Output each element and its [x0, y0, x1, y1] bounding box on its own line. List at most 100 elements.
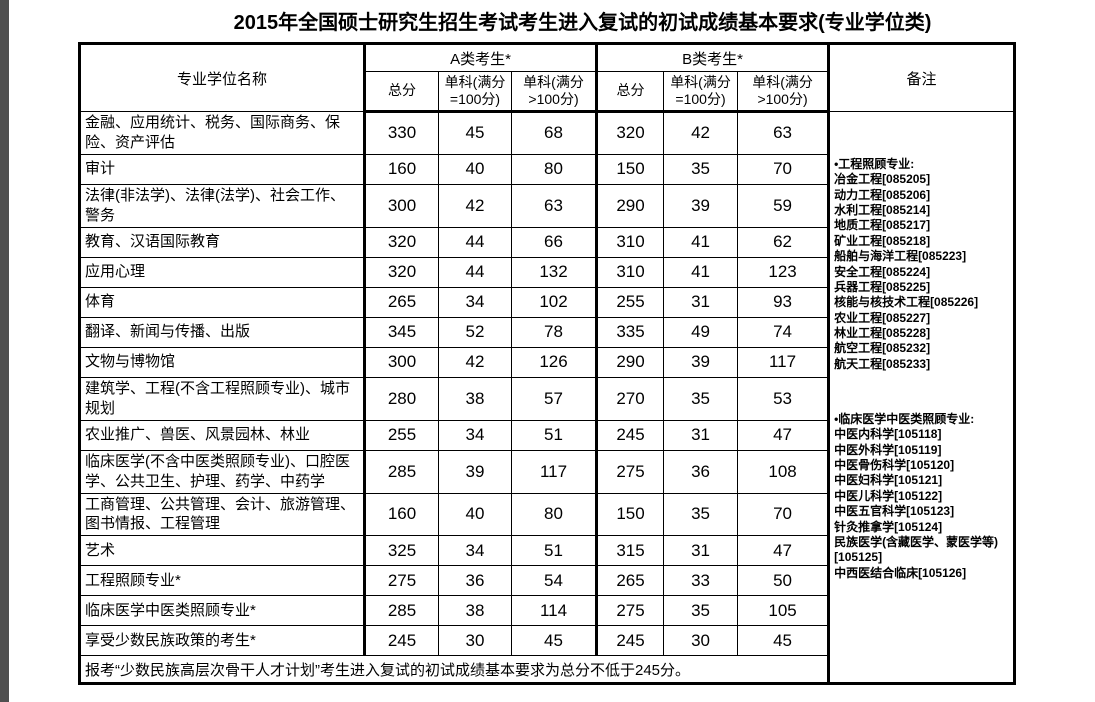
- cell-b-single-gt100: 59: [737, 183, 830, 228]
- cell-b-single-eq100: 31: [663, 419, 739, 451]
- cell-a-total: 285: [363, 449, 439, 494]
- cell-a-single-gt100: 57: [510, 376, 598, 421]
- cell-b-total: 150: [595, 492, 665, 537]
- row-name: 翻译、新闻与传播、出版: [79, 316, 365, 348]
- table-row: 建筑学、工程(不含工程照顾专业)、城市规划 280 38 57 270 35 5…: [79, 376, 1015, 421]
- remark-item: 中医骨伤科学[105120]: [834, 458, 955, 473]
- cell-b-single-gt100: 74: [737, 316, 830, 348]
- cell-b-single-eq100: 33: [663, 565, 739, 597]
- cell-b-single-gt100: 93: [737, 286, 830, 318]
- cell-a-single-gt100: 132: [510, 256, 598, 288]
- table-row: 教育、汉语国际教育 320 44 66 310 41 62: [79, 226, 1015, 258]
- cell-a-single-gt100: 80: [510, 153, 598, 185]
- cell-b-single-gt100: 62: [737, 226, 830, 258]
- cell-a-single-gt100: 51: [510, 419, 598, 451]
- cell-a-single-eq100: 34: [438, 419, 512, 451]
- cell-b-single-gt100: 63: [737, 111, 830, 155]
- row-name: 工商管理、公共管理、会计、旅游管理、图书情报、工程管理: [79, 492, 365, 537]
- header-b-single-eq100: 单科(满分=100分): [663, 71, 739, 113]
- remark-item: 冶金工程[085205]: [834, 172, 931, 187]
- cell-a-total: 325: [363, 535, 439, 567]
- table-row: 工程照顾专业* 275 36 54 265 33 50: [79, 565, 1015, 597]
- cell-a-total: 160: [363, 492, 439, 537]
- cell-a-single-eq100: 42: [438, 346, 512, 378]
- cell-b-total: 320: [595, 111, 665, 155]
- cell-b-total: 270: [595, 376, 665, 421]
- cell-a-single-eq100: 42: [438, 183, 512, 228]
- cell-b-single-gt100: 70: [737, 492, 830, 537]
- remark-item: 针灸推拿学[105124]: [834, 519, 943, 534]
- cell-a-single-gt100: 114: [510, 595, 598, 627]
- cell-b-single-eq100: 36: [663, 449, 739, 494]
- cell-b-total: 275: [595, 595, 665, 627]
- remark-item: 地质工程[085217]: [834, 218, 931, 233]
- remark-item: 农业工程[085227]: [834, 310, 931, 325]
- remark-item: 中医妇科学[105121]: [834, 473, 943, 488]
- cell-a-total: 330: [363, 111, 439, 155]
- cell-a-single-eq100: 52: [438, 316, 512, 348]
- cell-b-total: 275: [595, 449, 665, 494]
- row-name: 教育、汉语国际教育: [79, 226, 365, 258]
- cell-a-single-gt100: 126: [510, 346, 598, 378]
- row-name: 金融、应用统计、税务、国际商务、保险、资产评估: [79, 111, 365, 155]
- cell-a-single-gt100: 66: [510, 226, 598, 258]
- header-group-b: B类考生*: [595, 43, 830, 72]
- remark-item: 民族医学(含藏医学、蒙医学等)[105125]: [834, 534, 999, 565]
- remark-block-tcm: •临床医学中医类照顾专业: 中医内科学[105118] 中医外科学[105119]…: [834, 412, 1009, 581]
- cell-b-single-gt100: 45: [737, 625, 830, 657]
- remark-item: 船舶与海洋工程[085223]: [834, 249, 967, 264]
- table-row: 文物与博物馆 300 42 126 290 39 117: [79, 346, 1015, 378]
- table-row: 农业推广、兽医、风景园林、林业 255 34 51 245 31 47: [79, 419, 1015, 451]
- remark-item: 水利工程[085214]: [834, 203, 931, 218]
- cell-a-single-eq100: 40: [438, 153, 512, 185]
- cell-b-single-gt100: 108: [737, 449, 830, 494]
- header-remarks: 备注: [827, 43, 1016, 112]
- remark-item: 航空工程[085232]: [834, 341, 931, 356]
- remark-block-engineering: •工程照顾专业: 冶金工程[085205] 动力工程[085206] 水利工程[08…: [834, 157, 1009, 372]
- cell-b-total: 310: [595, 256, 665, 288]
- cell-b-single-gt100: 47: [737, 419, 830, 451]
- remark-item: 动力工程[085206]: [834, 187, 931, 202]
- header-group-a: A类考生*: [362, 43, 598, 72]
- cell-a-single-gt100: 117: [510, 449, 598, 494]
- cell-b-single-eq100: 31: [663, 535, 739, 567]
- footer-note-row: 报考“少数民族高层次骨干人才计划”考生进入复试的初试成绩基本要求为总分不低于24…: [78, 655, 1015, 685]
- cell-a-single-gt100: 80: [510, 492, 598, 537]
- remark-item: 中医儿科学[105122]: [834, 488, 943, 503]
- cell-a-single-gt100: 102: [510, 286, 598, 318]
- table-row: 审计 160 40 80 150 35 70: [79, 153, 1015, 185]
- row-name: 建筑学、工程(不含工程照顾专业)、城市规划: [79, 376, 365, 421]
- cell-a-total: 285: [363, 595, 439, 627]
- cell-a-single-eq100: 34: [438, 535, 512, 567]
- cell-a-total: 265: [363, 286, 439, 318]
- table-row: 金融、应用统计、税务、国际商务、保险、资产评估 330 45 68 320 42…: [79, 110, 1016, 685]
- score-requirements-table: 专业学位名称 A类考生* B类考生* 备注 总分 单科(满分=100分) 单科(…: [78, 42, 1017, 686]
- cell-b-single-eq100: 39: [663, 183, 739, 228]
- cell-a-single-eq100: 38: [438, 376, 512, 421]
- remark-item: 中医外科学[105119]: [834, 442, 942, 457]
- remark-item: 中医内科学[105118]: [834, 427, 942, 442]
- cell-b-single-gt100: 70: [737, 153, 830, 185]
- table-row: 应用心理 320 44 132 310 41 123: [79, 256, 1015, 288]
- cell-a-single-gt100: 54: [510, 565, 598, 597]
- remark-block-title: •临床医学中医类照顾专业:: [834, 412, 975, 427]
- header-a-single-gt100: 单科(满分>100分): [510, 71, 598, 113]
- remark-item: 核能与核技术工程[085226]: [834, 295, 979, 310]
- cell-b-total: 315: [595, 535, 665, 567]
- cell-a-single-eq100: 34: [438, 286, 512, 318]
- cell-a-total: 245: [363, 625, 439, 657]
- cell-a-single-eq100: 45: [438, 111, 512, 155]
- cell-b-single-gt100: 123: [737, 256, 830, 288]
- left-margin-strip: [0, 0, 9, 702]
- header-b-total: 总分: [595, 71, 665, 113]
- remark-item: 航天工程[085233]: [834, 356, 931, 371]
- cell-b-single-eq100: 35: [663, 376, 739, 421]
- cell-b-single-gt100: 53: [737, 376, 830, 421]
- remark-item: 林业工程[085228]: [834, 325, 931, 340]
- cell-b-total: 335: [595, 316, 665, 348]
- header-a-total: 总分: [363, 71, 439, 113]
- cell-a-total: 345: [363, 316, 439, 348]
- remark-item: 矿业工程[085218]: [834, 233, 931, 248]
- row-name: 艺术: [79, 535, 365, 567]
- remark-item-list: 中医内科学[105118] 中医外科学[105119] 中医骨伤科学[105120]…: [834, 427, 1009, 581]
